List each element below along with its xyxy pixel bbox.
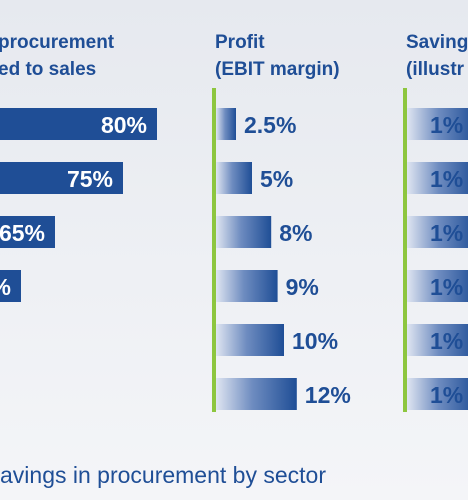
data-label: 1% [430,382,463,408]
data-label: 75% [67,166,113,192]
bar [407,324,468,356]
data-label: 60% [0,274,11,300]
data-label: 1% [430,328,463,354]
bar [216,324,284,356]
bar [407,378,468,410]
data-label: 9% [286,274,319,300]
axis-divider [403,88,407,412]
data-label: 1% [430,274,463,300]
bar [216,270,278,302]
data-label: 65% [0,220,45,246]
data-label: 10% [292,328,338,354]
data-label: 1% [430,220,463,246]
bar [407,270,468,302]
bar [0,108,157,140]
column-header-line: (illustr [406,59,465,80]
bar [407,162,468,194]
column-header-line: ed to sales [0,59,96,80]
data-label: 12% [305,382,351,408]
bar [216,108,236,140]
bar [216,216,272,248]
bar [407,216,468,248]
bar [0,216,55,248]
data-label: 2.5% [244,112,296,138]
bar [216,162,252,194]
data-label: 1% [430,166,463,192]
column-header-line: procurement [0,32,115,53]
bar [0,162,123,194]
bar [0,270,21,302]
data-label: 5% [260,166,293,192]
data-label: 1% [430,112,463,138]
column-header-line: (EBIT margin) [215,59,340,80]
axis-divider [212,88,216,412]
data-label: 8% [279,220,312,246]
column-header-line: Saving [406,32,468,53]
bar [216,378,297,410]
column-header-line: Profit [215,32,265,53]
bar [407,108,468,140]
data-label: 80% [101,112,147,138]
figure-caption: avings in procurement by sector [0,462,326,488]
